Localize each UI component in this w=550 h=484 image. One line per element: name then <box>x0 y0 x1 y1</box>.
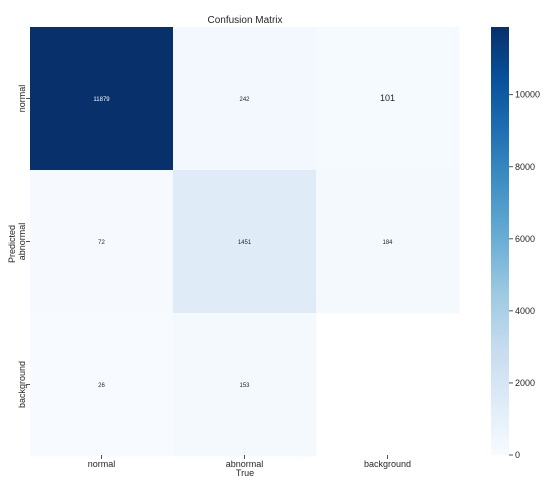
colorbar <box>491 27 509 455</box>
y-axis-ticks: normal abnormal background <box>17 85 30 408</box>
x-tick-label-2: background <box>364 459 411 469</box>
cell-value-label-1-0: 72 <box>98 240 105 246</box>
heatmap-cell-1-2 <box>316 170 460 314</box>
chart-title: Confusion Matrix <box>207 15 282 26</box>
x-tick-label-1: abnormal <box>226 459 264 469</box>
heatmap-cell-labels: 11879 242 101 72 1451 184 26 153 <box>93 93 395 389</box>
y-axis-label: Predicted <box>7 225 17 263</box>
y-tick-label-0: normal <box>17 85 27 113</box>
heatmap-cell-0-1 <box>173 27 317 171</box>
heatmap-cell-0-0 <box>30 27 174 171</box>
heatmap-cell-1-0 <box>30 170 174 314</box>
colorbar-tick-label-0: 0 <box>515 450 520 460</box>
heatmap-cell-2-0 <box>30 313 174 457</box>
y-tick-label-2: background <box>17 361 27 408</box>
cell-value-label-2-0: 26 <box>98 383 105 389</box>
y-tick-label-1: abnormal <box>17 223 27 261</box>
cell-value-label-0-1: 242 <box>239 97 250 103</box>
colorbar-ticks: 0 2000 4000 6000 8000 10000 <box>509 90 540 460</box>
x-axis-label: True <box>236 468 254 478</box>
colorbar-tick-label-3: 6000 <box>515 234 535 244</box>
colorbar-tick-label-1: 2000 <box>515 378 535 388</box>
cell-value-label-1-1: 1451 <box>238 240 252 246</box>
heatmap-cells <box>30 27 460 457</box>
heatmap-cell-2-1 <box>173 313 317 457</box>
cell-value-label-0-2: 101 <box>380 93 395 103</box>
heatmap-cell-1-1 <box>173 170 317 314</box>
x-tick-label-0: normal <box>88 459 116 469</box>
colorbar-tick-label-4: 8000 <box>515 162 535 172</box>
cell-value-label-1-2: 184 <box>382 240 393 246</box>
cell-value-label-0-0: 11879 <box>93 97 110 103</box>
heatmap-cell-0-2 <box>316 27 460 171</box>
cell-value-label-2-1: 153 <box>239 383 250 389</box>
colorbar-tick-label-5: 10000 <box>515 90 540 100</box>
colorbar-tick-label-2: 4000 <box>515 306 535 316</box>
x-axis-ticks: normal abnormal background <box>88 455 411 469</box>
